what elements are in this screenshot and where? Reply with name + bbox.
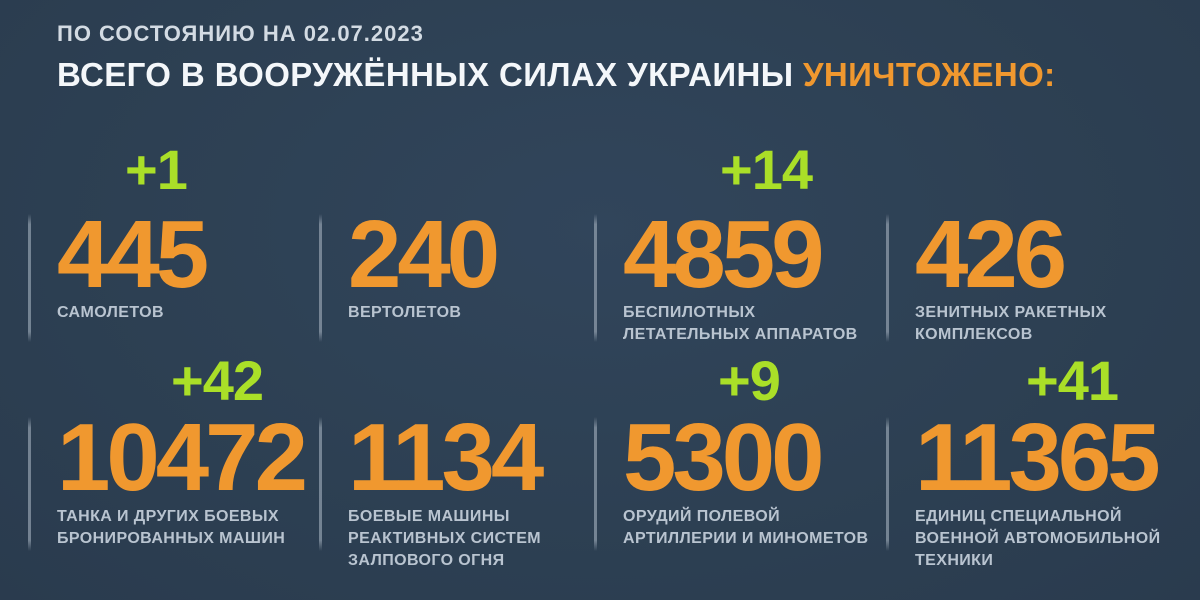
- stat-value: 445: [57, 201, 209, 308]
- stat-body: 426 ЗЕНИТНЫХ РАКЕТНЫХ КОМПЛЕКСОВ: [886, 201, 1200, 346]
- stats-row-1: +1 445 САМОЛЕТОВ 240 ВЕРТОЛЕТОВ +14: [28, 126, 1200, 346]
- stat-body: 445 САМОЛЕТОВ: [28, 201, 319, 342]
- stat-delta: +42: [28, 346, 319, 414]
- header: ПО СОСТОЯНИЮ НА 02.07.2023 ВСЕГО В ВООРУ…: [57, 20, 1200, 96]
- stat-label: ОРУДИЙ ПОЛЕВОЙ АРТИЛЛЕРИИ И МИНОМЕТОВ: [623, 507, 869, 547]
- stat-label: ВЕРТОЛЕТОВ: [348, 304, 462, 322]
- stat-cell-sam-systems: 426 ЗЕНИТНЫХ РАКЕТНЫХ КОМПЛЕКСОВ: [886, 126, 1200, 346]
- headline: ВСЕГО В ВООРУЖЁННЫХ СИЛАХ УКРАИНЫ УНИЧТО…: [57, 54, 1200, 96]
- stat-delta-value: +9: [718, 349, 781, 413]
- stats-grid: +1 445 САМОЛЕТОВ 240 ВЕРТОЛЕТОВ +14: [28, 126, 1200, 572]
- stat-label: БОЕВЫЕ МАШИНЫ РЕАКТИВНЫХ СИСТЕМ ЗАЛПОВОГ…: [348, 507, 542, 569]
- stat-label: ТАНКА И ДРУГИХ БОЕВЫХ БРОНИРОВАННЫХ МАШИ…: [57, 507, 286, 547]
- stat-cell-mlrs: 1134 БОЕВЫЕ МАШИНЫ РЕАКТИВНЫХ СИСТЕМ ЗАЛ…: [319, 346, 594, 571]
- stat-value: 4859: [623, 201, 825, 308]
- headline-main: ВСЕГО В ВООРУЖЁННЫХ СИЛАХ УКРАИНЫ: [57, 56, 803, 93]
- divider: [886, 417, 889, 552]
- stat-label: ЕДИНИЦ СПЕЦИАЛЬНОЙ ВОЕННОЙ АВТОМОБИЛЬНОЙ…: [915, 507, 1161, 569]
- stat-cell-helicopters: 240 ВЕРТОЛЕТОВ: [319, 126, 594, 346]
- stat-body: 11365 ЕДИНИЦ СПЕЦИАЛЬНОЙ ВОЕННОЙ АВТОМОБ…: [886, 404, 1200, 571]
- stat-label: БЕСПИЛОТНЫХ ЛЕТАТЕЛЬНЫХ АППАРАТОВ: [623, 304, 858, 344]
- stat-value: 11365: [915, 404, 1161, 512]
- stat-value: 240: [348, 201, 500, 308]
- divider: [594, 417, 597, 552]
- divider: [319, 417, 322, 552]
- stat-delta-value: +41: [1026, 349, 1119, 413]
- stat-delta: [319, 126, 594, 211]
- stat-body: 4859 БЕСПИЛОТНЫХ ЛЕТАТЕЛЬНЫХ АППАРАТОВ: [594, 201, 886, 346]
- stat-delta-value: +1: [125, 138, 188, 201]
- headline-accent: УНИЧТОЖЕНО:: [802, 56, 1056, 93]
- stat-value: 1134: [348, 404, 544, 512]
- stat-delta: +14: [594, 126, 886, 211]
- stat-delta: [886, 126, 1200, 211]
- stat-delta: +9: [594, 346, 886, 414]
- stat-body: 10472 ТАНКА И ДРУГИХ БОЕВЫХ БРОНИРОВАННЫ…: [28, 404, 319, 552]
- stat-cell-aircraft: +1 445 САМОЛЕТОВ: [28, 126, 319, 346]
- stat-delta-value: +14: [720, 138, 813, 201]
- stat-cell-tanks: +42 10472 ТАНКА И ДРУГИХ БОЕВЫХ БРОНИРОВ…: [28, 346, 319, 571]
- stat-delta: +1: [28, 126, 319, 211]
- stat-value: 426: [915, 201, 1067, 308]
- stat-cell-artillery: +9 5300 ОРУДИЙ ПОЛЕВОЙ АРТИЛЛЕРИИ И МИНО…: [594, 346, 886, 571]
- divider: [28, 214, 31, 342]
- stat-label: ЗЕНИТНЫХ РАКЕТНЫХ КОМПЛЕКСОВ: [915, 304, 1107, 344]
- stat-label: САМОЛЕТОВ: [57, 304, 164, 322]
- report-date: ПО СОСТОЯНИЮ НА 02.07.2023: [57, 21, 424, 46]
- divider: [28, 417, 31, 552]
- stat-cell-military-vehicles: +41 11365 ЕДИНИЦ СПЕЦИАЛЬНОЙ ВОЕННОЙ АВТ…: [886, 346, 1200, 571]
- stat-body: 1134 БОЕВЫЕ МАШИНЫ РЕАКТИВНЫХ СИСТЕМ ЗАЛ…: [319, 404, 594, 571]
- stats-row-2: +42 10472 ТАНКА И ДРУГИХ БОЕВЫХ БРОНИРОВ…: [28, 346, 1200, 571]
- stat-body: 5300 ОРУДИЙ ПОЛЕВОЙ АРТИЛЛЕРИИ И МИНОМЕТ…: [594, 404, 886, 552]
- stat-delta-value: +42: [171, 349, 264, 413]
- stat-value: 10472: [57, 404, 308, 512]
- stat-delta: +41: [886, 346, 1200, 414]
- stat-value: 5300: [623, 404, 825, 512]
- stat-cell-uavs: +14 4859 БЕСПИЛОТНЫХ ЛЕТАТЕЛЬНЫХ АППАРАТ…: [594, 126, 886, 346]
- stat-body: 240 ВЕРТОЛЕТОВ: [319, 201, 594, 342]
- divider: [319, 214, 322, 342]
- divider: [886, 214, 889, 342]
- divider: [594, 214, 597, 342]
